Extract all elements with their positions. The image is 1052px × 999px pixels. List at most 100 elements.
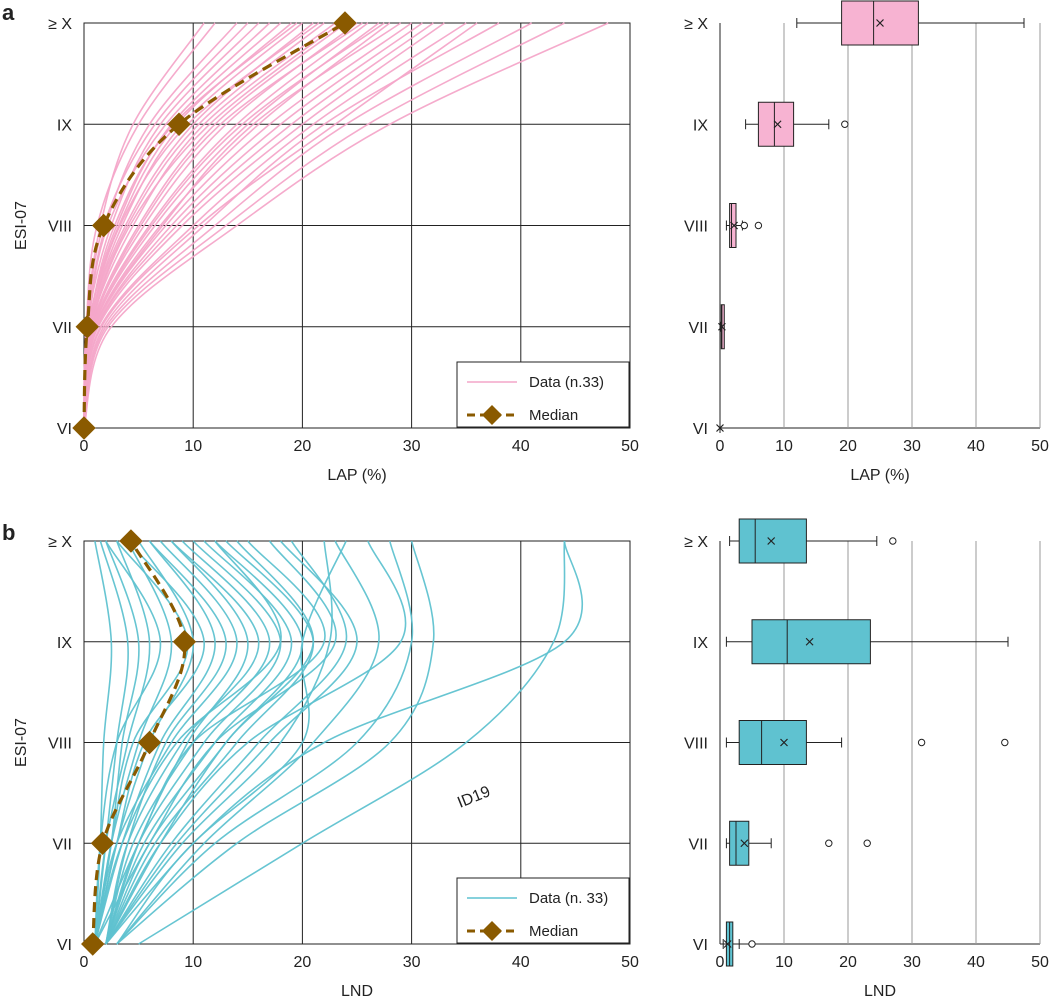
mean-marker <box>723 940 732 948</box>
median-marker <box>81 932 105 956</box>
data-curve <box>83 22 434 429</box>
y-axis-label: ESI-07 <box>13 718 30 767</box>
y-tick-label: VII <box>52 320 72 337</box>
panel-b-lnd-curves: 0 10 20 30 40 50 VI VII VIII IX ≥ X LND ESI-07 Data (… <box>13 529 639 999</box>
x-tick-label: 50 <box>621 954 639 971</box>
data-curve <box>116 540 435 945</box>
legend-median-marker <box>482 921 502 941</box>
data-curve <box>116 540 584 945</box>
x-tick-label: 0 <box>716 438 725 455</box>
outlier-point <box>754 221 763 230</box>
data-curve <box>105 540 249 945</box>
x-tick-label: 30 <box>903 954 921 971</box>
data-curve <box>105 540 333 945</box>
x-tick-label: 20 <box>294 438 312 455</box>
data-curve <box>83 22 609 429</box>
data-curve <box>94 540 337 945</box>
x-tick-label: 40 <box>967 954 985 971</box>
median-marker <box>119 529 143 553</box>
data-curve <box>105 540 315 945</box>
y-tick-label: IX <box>693 635 708 652</box>
x-tick-label: 40 <box>967 438 985 455</box>
x-tick-label: 50 <box>1031 438 1049 455</box>
data-curve <box>94 540 113 945</box>
x-tick-label: 50 <box>621 438 639 455</box>
data-curve <box>94 540 238 945</box>
legend-data-label: Data (n.33) <box>529 374 604 391</box>
median-marker <box>172 630 197 654</box>
x-tick-label: 50 <box>1031 954 1049 971</box>
x-tick-label: 0 <box>80 954 89 971</box>
x-tick-label: 30 <box>403 954 421 971</box>
y-tick-label: VIII <box>48 219 72 236</box>
mean-marker <box>730 221 739 230</box>
median-line <box>82 21 346 429</box>
mean-marker <box>740 839 749 848</box>
outlier-point <box>740 221 749 230</box>
y-tick-label: IX <box>57 117 72 134</box>
y-tick-label: ≥ X <box>684 16 708 33</box>
mean-marker <box>717 322 726 331</box>
outlier-point <box>1001 738 1009 747</box>
y-tick-label: VI <box>693 937 708 954</box>
mean-marker <box>805 637 814 646</box>
median-marker <box>90 831 115 855</box>
outlier-point <box>863 839 871 847</box>
y-tick-label: ≥ X <box>48 534 72 551</box>
panel-label-a: a <box>2 0 15 25</box>
iqr-box <box>757 101 795 147</box>
y-tick-label: VII <box>688 320 708 337</box>
x-axis-label: LND <box>864 983 896 999</box>
data-curve <box>105 540 227 945</box>
mean-marker <box>780 738 788 747</box>
median-marker <box>137 730 162 755</box>
panel-b-lnd-boxplot: 0 10 20 30 40 50 VI VII VIII IX ≥ X LND <box>684 518 1049 999</box>
legend-median-label: Median <box>529 407 578 424</box>
median-marker <box>167 112 191 136</box>
outlier-point <box>889 537 897 545</box>
curve-annotation-id19: ID19 <box>455 783 493 811</box>
data-curve <box>105 540 315 945</box>
median-marker <box>333 11 357 35</box>
x-tick-label: 10 <box>775 438 793 455</box>
mean-marker <box>767 537 776 545</box>
x-tick-label: 10 <box>184 438 202 455</box>
data-curve <box>138 540 566 945</box>
data-curve <box>116 540 414 945</box>
x-tick-label: 0 <box>80 438 89 455</box>
outlier-point <box>748 940 756 948</box>
median-marker <box>72 416 96 440</box>
legend-median-marker <box>482 405 502 425</box>
data-curve <box>94 540 282 945</box>
x-tick-label: 30 <box>903 438 921 455</box>
outlier-point <box>841 120 849 128</box>
median-marker <box>91 213 116 238</box>
data-curve <box>105 540 348 945</box>
x-tick-label: 20 <box>839 954 857 971</box>
data-curve <box>83 22 402 429</box>
y-tick-label: IX <box>57 635 72 652</box>
x-tick-label: 10 <box>775 954 793 971</box>
x-tick-label: 20 <box>839 438 857 455</box>
iqr-box <box>751 619 871 665</box>
data-curve <box>83 22 565 429</box>
legend-median-label: Median <box>529 923 578 940</box>
median-marker <box>75 315 99 339</box>
mean-marker <box>716 424 724 432</box>
y-tick-label: VIII <box>684 736 708 753</box>
data-curve <box>105 540 407 945</box>
y-tick-label: VII <box>688 836 708 853</box>
x-tick-label: 40 <box>512 954 530 971</box>
iqr-box <box>738 720 807 765</box>
x-axis-label: LAP (%) <box>850 467 909 484</box>
panel-a-lap-curves: 0 10 20 30 40 50 VI VII VIII IX ≥ X LAP (%) ESI-07 Da… <box>13 11 639 484</box>
iqr-box <box>729 820 750 866</box>
outlier-point <box>825 839 833 847</box>
iqr-box <box>738 518 807 564</box>
outlier-point <box>917 738 926 747</box>
panel-a-lap-boxplot: 0 10 20 30 40 50 VI VII VIII IX ≥ X LAP (%) <box>684 0 1049 484</box>
x-axis-label: LND <box>341 983 373 999</box>
x-tick-label: 40 <box>512 438 530 455</box>
x-tick-label: 20 <box>294 954 312 971</box>
